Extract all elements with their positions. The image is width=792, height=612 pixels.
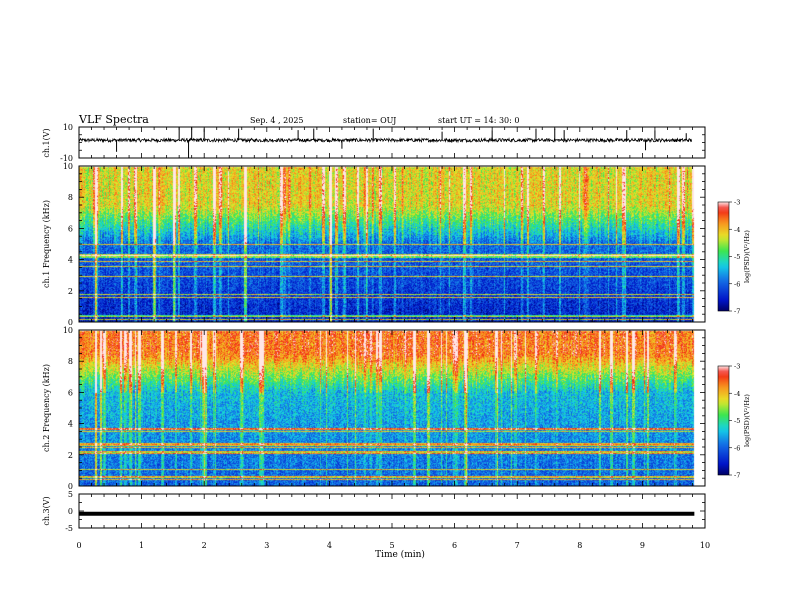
ch1-spectrogram-ytick-label: 4 <box>68 256 73 265</box>
ch1-spectrogram-panel: ch.1 Frequency (kHz) 0 2 4 6 8 10 <box>42 162 706 327</box>
ch3-ytick-top: 5 <box>68 490 73 499</box>
ch1-waveform-trace <box>78 137 693 144</box>
ch1-ytick-bottom: -10 <box>60 154 73 163</box>
colorbar-gradient <box>717 201 730 312</box>
ch3-waveform-panel: 5 0 -5 ch.3(V) <box>42 490 706 533</box>
ch2-spectrogram-ytick-label: 4 <box>68 420 73 429</box>
ch2-spectrogram-ytick-label: 2 <box>68 451 73 460</box>
colorbar-tick-label: -7 <box>734 472 740 480</box>
ch2-spectrogram-panel: ch.2 Frequency (kHz) 0 2 4 6 8 10 <box>42 326 706 491</box>
ch2-spectrogram-heatmap <box>79 330 705 486</box>
colorbar-tick-label: -4 <box>734 390 740 398</box>
time-tick-label: 4 <box>327 541 332 550</box>
time-tick-label: 0 <box>76 541 81 550</box>
ch1-spectrogram-ytick-label: 10 <box>63 162 73 171</box>
colorbar-label: log(PSD)(V²/Hz) <box>743 394 751 447</box>
colorbar-tick-label: -6 <box>734 444 740 452</box>
time-tick-label: 8 <box>577 541 582 550</box>
ch1-spectrogram-ytick-label: 0 <box>68 318 73 327</box>
ch2-colorbar: -3 -4 -5 -6 -7 log(PSD)(V²/Hz) <box>717 363 751 480</box>
time-tick-label: 3 <box>264 541 269 550</box>
figure-title: VLF Spectra <box>78 113 149 126</box>
ch2-spectrogram-ytick-label: 6 <box>68 388 73 397</box>
time-tick-label: 2 <box>202 541 207 550</box>
colorbar-label: log(PSD)(V²/Hz) <box>743 230 751 283</box>
time-tick-label: 10 <box>700 541 710 550</box>
station-label: station= OUJ <box>343 116 396 125</box>
colorbar-tick-label: -4 <box>734 226 740 234</box>
date-label: Sep. 4 , 2025 <box>250 116 304 125</box>
time-tick-label: 7 <box>515 541 520 550</box>
start-time-label: start UT = 14: 30: 0 <box>438 116 519 125</box>
time-tick-label: 9 <box>640 541 645 550</box>
time-axis-label: Time (min) <box>375 549 425 560</box>
colorbar-tick-label: -6 <box>734 280 740 288</box>
ch2-spectrogram-ytick-label: 8 <box>68 357 73 366</box>
colorbar-tick-label: -5 <box>734 417 740 425</box>
colorbar-tick-label: -5 <box>734 253 740 261</box>
colorbar-tick-label: -7 <box>734 308 740 316</box>
ch1-spectrogram-ytick-label: 6 <box>68 224 73 233</box>
time-axis: 0 1 2 3 4 5 6 7 8 9 10 Time (min) <box>76 127 710 560</box>
colorbar-tick-label: -3 <box>734 363 740 371</box>
ch1-waveform-panel: 10 -10 ch.1(V) <box>42 123 706 163</box>
ch2-spectrogram-ytick-label: 10 <box>63 326 73 335</box>
ch2-spectrogram-ytick-label: 0 <box>68 482 73 491</box>
ch1-spectrogram-ytick-label: 2 <box>68 287 73 296</box>
ch1-spectrogram-ylabel: ch.1 Frequency (kHz) <box>42 200 51 288</box>
colorbar-tick-label: -3 <box>734 199 740 207</box>
time-tick-label: 5 <box>389 541 394 550</box>
ch2-spectrogram-ylabel: ch.2 Frequency (kHz) <box>42 364 51 452</box>
ch3-ytick-bottom: -5 <box>65 524 73 533</box>
time-tick-label: 1 <box>139 541 144 550</box>
colorbar-gradient <box>717 365 730 476</box>
ch1-colorbar: -3 -4 -5 -6 -7 log(PSD)(V²/Hz) <box>717 199 751 316</box>
ch1-spectrogram-ytick-label: 8 <box>68 193 73 202</box>
ch1-waveform-ylabel: ch.1(V) <box>42 128 51 157</box>
time-tick-label: 6 <box>452 541 457 550</box>
ch3-ytick-mid: 0 <box>68 507 73 516</box>
ch3-waveform-ylabel: ch.3(V) <box>42 496 51 525</box>
ch1-spectrogram-heatmap <box>79 166 705 322</box>
ch1-ytick-top: 10 <box>63 123 73 132</box>
